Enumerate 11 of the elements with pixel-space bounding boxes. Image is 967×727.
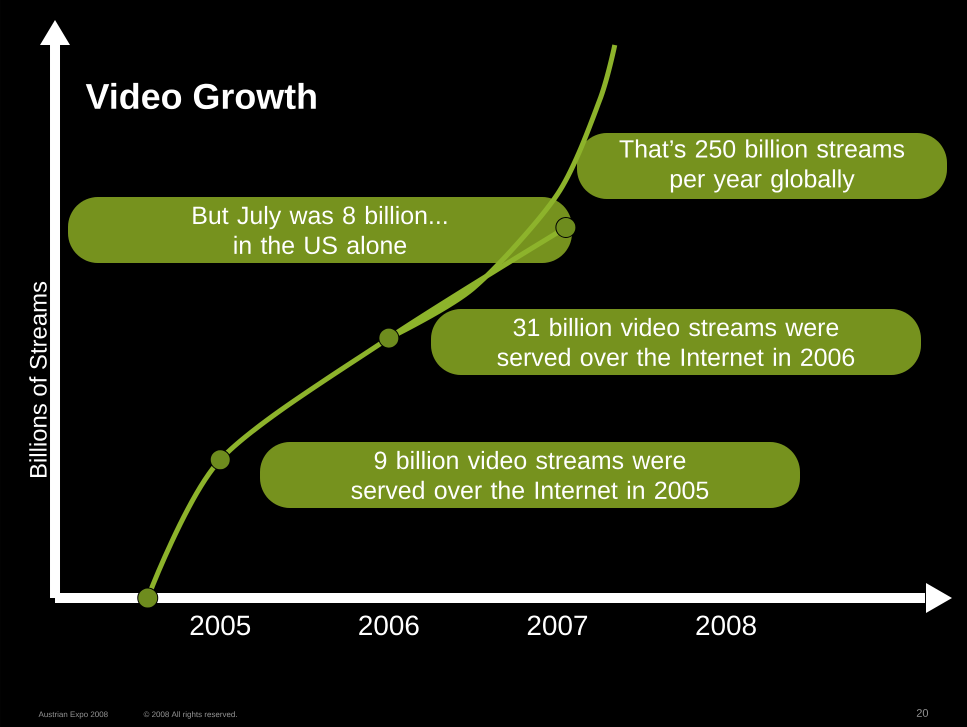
annotation: That’s 250 billion streams per year globally [620,139,904,193]
y-axis-title: Billions of Streams [29,282,47,478]
annotation: But July was 8 billion... in the US alone [193,206,446,254]
x-tick-label: 2007 [528,616,588,636]
x-tick-label: 2005 [190,616,250,636]
text: Video Growth [86,82,316,110]
annotation: 9 billion video streams were served over the Internet in 2005 [351,450,708,500]
x-tick-label: 2008 [696,616,756,636]
x-tick-label: 2006 [359,616,419,636]
text: 20 [916,709,928,717]
annotation: 31 billion video streams were served over the Internet in 2006 [497,318,854,366]
